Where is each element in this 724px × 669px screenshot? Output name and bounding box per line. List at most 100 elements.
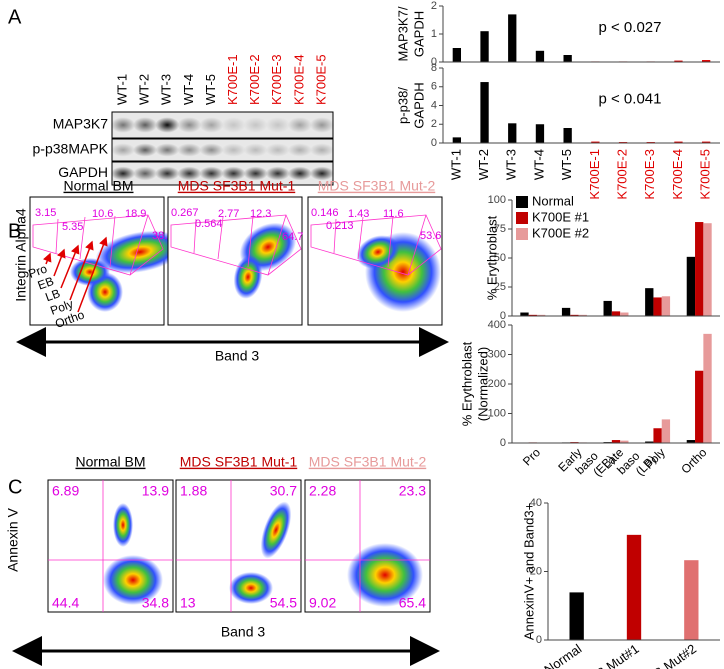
blot-band [309, 117, 335, 133]
x-tick-label: Pro [520, 445, 543, 468]
y-axis-label: Integrin Alpha4 [13, 208, 29, 302]
lane-label: K700E-4 [291, 54, 306, 105]
bar [528, 314, 537, 316]
y-axis-label: % Erythroblast [484, 215, 499, 300]
y-tick-label: 6 [431, 81, 437, 93]
quadrant-value: 34.8 [142, 595, 169, 611]
lane-label: K700E-5 [313, 54, 328, 105]
blot-band [287, 143, 313, 157]
bar [480, 82, 489, 143]
blot-band [309, 166, 335, 181]
bar [674, 141, 683, 143]
bar [620, 440, 629, 443]
quadrant-value: 30.7 [270, 483, 297, 499]
gate-value: 0.213 [326, 220, 354, 232]
bar [701, 60, 711, 62]
bar [695, 222, 704, 316]
gate-value: 11.6 [383, 208, 404, 220]
lane-label: WT-3 [159, 74, 174, 105]
x-tick-label-line: Ortho [678, 445, 709, 476]
x-tick-label: MDS Mut#2 [634, 641, 699, 669]
gate [32, 214, 164, 276]
y-axis-label: GAPDH [411, 82, 426, 128]
lane-label: WT-1 [114, 74, 129, 105]
x-tick-label: WT-5 [559, 149, 574, 180]
gate-value: 2.77 [218, 208, 239, 220]
blot-band [199, 166, 224, 181]
bar [703, 333, 712, 443]
quadrant-value: 13 [180, 595, 196, 611]
blot-band [132, 166, 158, 181]
x-tick-label: K700E-2 [614, 149, 629, 200]
plot-title: MDS SF3B1 Mut-2 [309, 454, 427, 470]
quadrant-value: 13.9 [142, 483, 169, 499]
y-tick-label: 0 [500, 310, 506, 322]
annotation: p < 0.041 [599, 90, 662, 107]
annotation: p < 0.027 [599, 19, 662, 36]
y-tick-label: 0 [431, 56, 437, 68]
y-tick-label: 300 [488, 348, 506, 360]
panel-label: A [8, 6, 22, 28]
legend-label: K700E #2 [532, 225, 589, 240]
quadrant-value: 65.4 [399, 595, 426, 611]
plot-title: Normal BM [75, 454, 145, 470]
quadrant-value: 9.02 [309, 595, 336, 611]
y-tick-label: 20 [530, 565, 542, 577]
plot-title: Normal BM [63, 178, 133, 194]
x-tick-label: Normal [541, 641, 584, 669]
lane-label: K700E-3 [269, 54, 284, 105]
x-tick-label: K700E-1 [587, 149, 602, 200]
panel-label: C [8, 476, 22, 498]
blot-band [221, 166, 246, 181]
bar [611, 440, 621, 443]
blot-band [155, 117, 180, 133]
x-tick-label: WT-1 [448, 149, 463, 180]
y-tick-label: 50 [494, 252, 506, 264]
bar [569, 592, 584, 640]
x-tick-label: MDS Mut#1 [577, 641, 642, 669]
quadrant-value: 23.3 [399, 483, 426, 499]
quadrant-value: 1.88 [180, 483, 207, 499]
quadrant-value: 6.89 [52, 483, 79, 499]
gate-value: 5.35 [62, 221, 83, 233]
blot-band [155, 166, 180, 181]
bar [645, 288, 654, 316]
blot-band [221, 117, 246, 133]
stage-label: LB [43, 286, 62, 304]
bar [645, 441, 654, 443]
bar [684, 560, 699, 640]
blot-band [132, 143, 158, 157]
x-tick-label: Ortho [678, 445, 709, 476]
bar [674, 60, 683, 62]
x-tick-label: K700E-5 [698, 149, 713, 200]
bar [508, 123, 517, 143]
lane-label: WT-5 [203, 74, 218, 105]
x-tick-label: WT-3 [504, 149, 519, 180]
y-tick-label: 0 [431, 137, 437, 149]
bar [561, 307, 571, 316]
gate-value: 10.6 [92, 208, 113, 220]
bar [626, 534, 642, 640]
bar [611, 311, 621, 316]
blot-band [177, 143, 202, 157]
y-axis-label: % Erythroblast [459, 341, 474, 426]
x-axis-label: Band 3 [221, 624, 266, 640]
blot-band [287, 166, 313, 181]
plot-title: MDS SF3B1 Mut-2 [318, 178, 436, 194]
bar [480, 31, 489, 62]
blot-band [110, 143, 136, 157]
y-axis-label: MAP3K7/ [395, 6, 410, 61]
bar [703, 223, 712, 316]
y-axis-label: p-p38/ [395, 87, 410, 124]
bar [686, 256, 696, 316]
lane-label: WT-4 [181, 74, 196, 105]
bar [578, 314, 587, 316]
y-axis-label: (Normalized) [475, 347, 490, 421]
density [229, 572, 273, 604]
bar [508, 14, 517, 62]
blot-band [177, 166, 202, 181]
legend-swatch [516, 212, 528, 224]
y-tick-label: 2 [431, 118, 437, 130]
legend-label: Normal [532, 193, 574, 208]
y-tick-label: 8 [431, 62, 437, 74]
